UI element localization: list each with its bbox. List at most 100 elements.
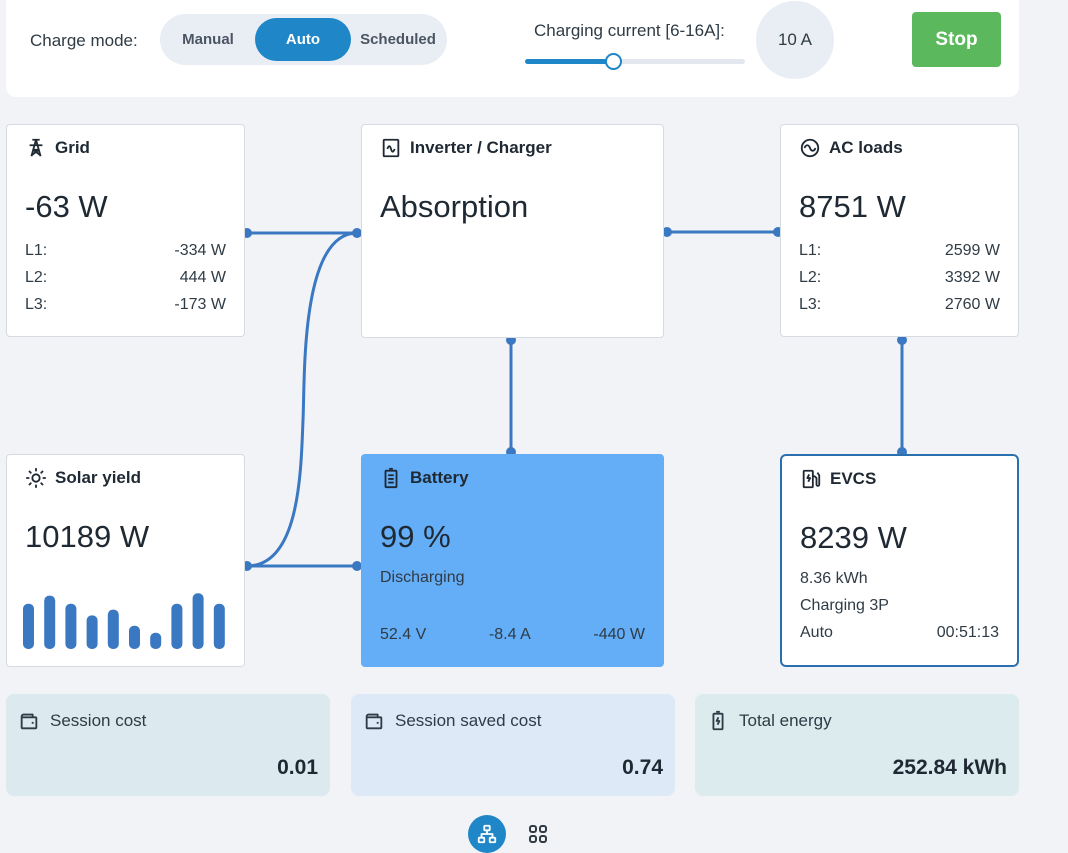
evcs-power: 8239 W [800, 520, 907, 555]
ac-loads-title-text: AC loads [829, 138, 903, 157]
grid-card[interactable]: Grid -63 W L1: -334 W L2: 444 W L3: -173 W [6, 124, 245, 337]
solar-bar [44, 595, 56, 649]
total-energy-label: Total energy [707, 710, 832, 732]
phase-label: L2: [799, 269, 822, 286]
evcs-title-text: EVCS [830, 469, 877, 488]
phase-label: L1: [799, 242, 822, 259]
solar-bar [129, 625, 140, 649]
session-cost-card: Session cost 0.01 [6, 694, 330, 796]
evcs-mode-row: Auto 00:51:13 [800, 624, 999, 642]
session-saved-label: Session saved cost [363, 710, 541, 732]
charging-current-label: Charging current [6-16A]: [534, 21, 725, 40]
ac-loads-card[interactable]: AC loads 8751 W L1: 2599 W L2: 3392 W L3: 2… [780, 124, 1019, 337]
session-saved-value: 0.74 [622, 756, 663, 779]
grid-title: Grid [25, 137, 90, 159]
battery-soc: 99 % [380, 519, 451, 554]
ac-phase-row: L2: 3392 W [799, 269, 1000, 287]
phase-label: L3: [25, 296, 48, 313]
solar-bar [65, 603, 77, 649]
solar-bar [171, 603, 183, 649]
ev-charger-icon [802, 469, 821, 489]
battery-card[interactable]: Battery 99 % Discharging 52.4 V -8.4 A -… [361, 454, 664, 667]
charge-mode-selector: Manual Auto Scheduled [160, 14, 447, 65]
battery-power: -440 W [593, 626, 645, 643]
phase-value: -334 W [174, 242, 226, 259]
solar-bar [86, 615, 98, 649]
session-cost-label: Session cost [18, 710, 146, 732]
evcs-mode: Auto [800, 624, 833, 641]
nav-grid-button[interactable] [519, 815, 557, 853]
total-energy-value: 252.84 kWh [892, 756, 1007, 779]
solar-title-text: Solar yield [55, 468, 141, 487]
ac-loads-total-power: 8751 W [799, 189, 906, 224]
ac-phase-row: L3: 2760 W [799, 296, 1000, 314]
nav-flow-button[interactable] [468, 815, 506, 853]
battery-icon [384, 467, 398, 489]
battery-state: Discharging [380, 569, 465, 586]
transmission-tower-icon [29, 138, 43, 157]
grid-icon [529, 825, 547, 843]
solar-bar [192, 593, 204, 649]
mode-auto-button[interactable]: Auto [255, 18, 351, 61]
grid-total-power: -63 W [25, 189, 108, 224]
phase-label: L3: [799, 296, 822, 313]
slider-thumb[interactable] [605, 53, 622, 70]
inverter-icon [382, 138, 400, 158]
evcs-session-time: 00:51:13 [936, 624, 999, 641]
session-cost-label-text: Session cost [50, 711, 147, 730]
flow-diagram-icon [477, 824, 497, 844]
solar-bar [213, 603, 225, 649]
mode-manual-button[interactable]: Manual [182, 31, 234, 48]
evcs-card[interactable]: EVCS 8239 W 8.36 kWh Charging 3P Auto 00… [780, 454, 1019, 667]
battery-charge-icon [712, 710, 724, 731]
inverter-title: Inverter / Charger [380, 137, 552, 159]
inverter-state: Absorption [380, 189, 529, 224]
solar-card[interactable]: Solar yield 10189 W [6, 454, 245, 667]
phase-value: 444 W [179, 269, 226, 286]
solar-title: Solar yield [25, 467, 141, 489]
mode-scheduled-button[interactable]: Scheduled [360, 31, 436, 48]
battery-stats-row: 52.4 V -8.4 A -440 W [380, 626, 645, 644]
evcs-energy: 8.36 kWh [800, 570, 868, 587]
wallet-icon [20, 713, 38, 730]
phase-value: 2599 W [944, 242, 1000, 259]
phase-value: 3392 W [944, 269, 1000, 286]
battery-voltage: 52.4 V [380, 626, 427, 643]
current-value-display: 10 A [756, 1, 834, 79]
grid-phase-row: L2: 444 W [25, 269, 226, 287]
phase-label: L1: [25, 242, 48, 259]
phase-label: L2: [25, 269, 48, 286]
inverter-card[interactable]: Inverter / Charger Absorption [361, 124, 664, 338]
grid-phase-row: L3: -173 W [25, 296, 226, 314]
ac-loads-title: AC loads [799, 137, 903, 159]
total-energy-label-text: Total energy [739, 711, 832, 730]
inverter-title-text: Inverter / Charger [410, 138, 552, 157]
session-saved-cost-card: Session saved cost 0.74 [351, 694, 675, 796]
solar-bar [23, 603, 34, 649]
solar-bar [107, 609, 119, 649]
session-cost-value: 0.01 [277, 756, 318, 779]
solar-bar [150, 632, 162, 649]
charging-current-slider[interactable] [525, 53, 745, 70]
charge-mode-label: Charge mode: [30, 31, 138, 50]
sun-icon [25, 467, 47, 489]
evcs-title: EVCS [800, 468, 876, 490]
grid-phase-row: L1: -334 W [25, 242, 226, 260]
session-saved-label-text: Session saved cost [395, 711, 542, 730]
solar-history-bars [23, 593, 225, 649]
phase-value: -173 W [174, 296, 226, 313]
slider-fill [525, 59, 613, 64]
wallet-icon [365, 713, 383, 730]
ac-phase-row: L1: 2599 W [799, 242, 1000, 260]
battery-title-text: Battery [410, 468, 469, 487]
control-bar: Charge mode: Manual Auto Scheduled Charg… [6, 0, 1019, 97]
total-energy-card: Total energy 252.84 kWh [695, 694, 1019, 796]
evcs-status: Charging 3P [800, 597, 889, 614]
battery-current: -8.4 A [488, 626, 531, 643]
solar-total-power: 10189 W [25, 519, 150, 554]
phase-value: 2760 W [944, 296, 1000, 313]
battery-title: Battery [380, 467, 469, 489]
stop-button[interactable]: Stop [912, 12, 1001, 67]
sine-wave-icon [800, 138, 820, 158]
grid-title-text: Grid [55, 138, 90, 157]
